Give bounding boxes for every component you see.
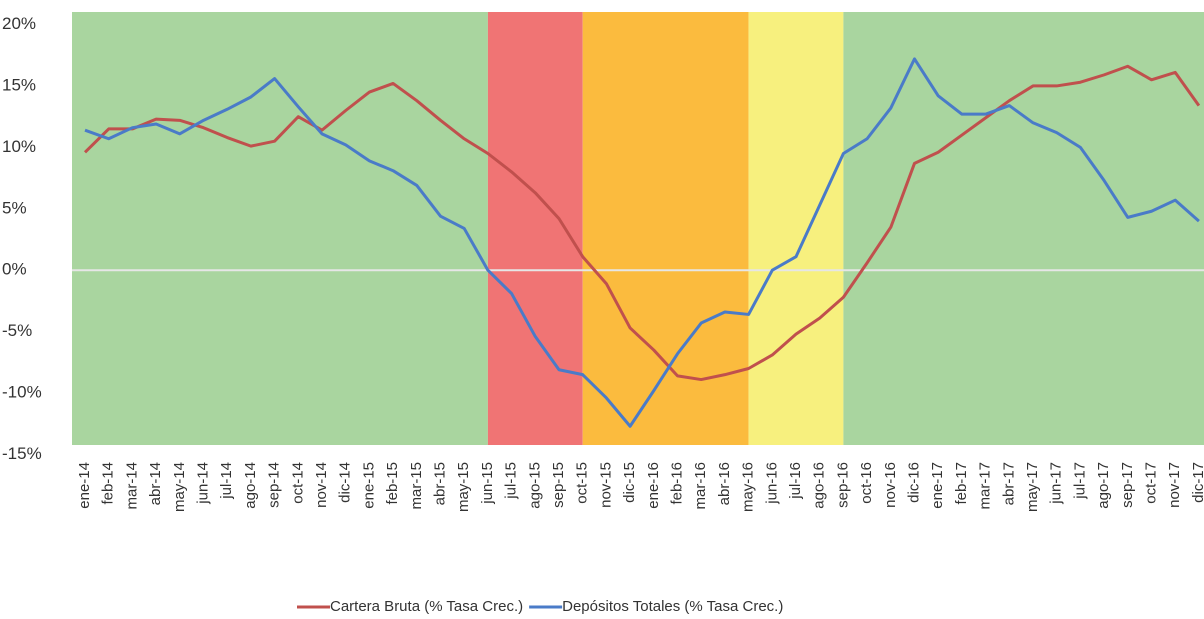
x-tick-label: dic-17 xyxy=(1190,462,1204,503)
x-tick-label: abr-16 xyxy=(716,462,733,505)
background-band xyxy=(72,12,488,445)
y-tick-label: -5% xyxy=(2,321,32,340)
x-tick-label: may-17 xyxy=(1024,462,1041,512)
background-band xyxy=(582,12,749,445)
background-band xyxy=(487,12,583,445)
x-tick-label: nov-14 xyxy=(313,462,330,508)
x-tick-label: jun-17 xyxy=(1048,462,1065,505)
y-tick-label: 20% xyxy=(2,14,36,33)
x-tick-label: jun-16 xyxy=(763,462,780,505)
x-tick-label: jun-15 xyxy=(479,462,496,505)
x-tick-label: feb-14 xyxy=(100,462,117,505)
x-tick-label: oct-15 xyxy=(574,462,591,504)
x-tick-label: jul-15 xyxy=(503,462,520,500)
x-tick-label: mar-15 xyxy=(408,462,425,510)
background-band xyxy=(843,12,1204,445)
x-tick-label: oct-16 xyxy=(858,462,875,504)
x-tick-label: dic-15 xyxy=(621,462,638,503)
x-tick-label: dic-16 xyxy=(905,462,922,503)
x-tick-label: mar-16 xyxy=(692,462,709,510)
x-tick-label: oct-14 xyxy=(289,462,306,504)
y-tick-label: 5% xyxy=(2,198,27,217)
x-tick-label: abr-14 xyxy=(147,462,164,505)
x-tick-label: jul-17 xyxy=(1071,462,1088,500)
y-tick-label: 15% xyxy=(2,75,36,94)
x-tick-label: mar-14 xyxy=(123,462,140,510)
x-tick-label: may-16 xyxy=(740,462,757,512)
x-tick-label: feb-15 xyxy=(384,462,401,505)
x-tick-label: sep-17 xyxy=(1119,462,1136,508)
x-tick-label: jul-16 xyxy=(787,462,804,500)
x-tick-label: nov-17 xyxy=(1166,462,1183,508)
x-tick-label: sep-14 xyxy=(266,462,283,508)
x-tick-label: may-14 xyxy=(171,462,188,512)
x-tick-label: abr-15 xyxy=(431,462,448,505)
series-line xyxy=(84,57,1200,428)
x-tick-label: feb-16 xyxy=(668,462,685,505)
x-tick-label: nov-15 xyxy=(597,462,614,508)
x-tick-label: ene-15 xyxy=(360,462,377,509)
y-tick-label: -10% xyxy=(2,383,42,402)
x-tick-label: ago-17 xyxy=(1095,462,1112,509)
x-tick-label: feb-17 xyxy=(953,462,970,505)
background-band xyxy=(748,12,844,445)
x-tick-label: ago-14 xyxy=(242,462,259,509)
x-tick-label: ago-15 xyxy=(526,462,543,509)
x-tick-label: jun-14 xyxy=(194,462,211,505)
x-tick-label: dic-14 xyxy=(337,462,354,503)
x-tick-label: mar-17 xyxy=(977,462,994,510)
series-line xyxy=(83,64,1201,382)
y-tick-label: -15% xyxy=(2,444,42,463)
y-tick-label: 0% xyxy=(2,260,27,279)
y-tick-label: 10% xyxy=(2,137,36,156)
x-tick-label: nov-16 xyxy=(882,462,899,508)
x-tick-label: sep-16 xyxy=(834,462,851,508)
x-tick-label: jul-14 xyxy=(218,462,235,500)
x-tick-label: abr-17 xyxy=(1000,462,1017,505)
x-tick-label: may-15 xyxy=(455,462,472,512)
x-tick-label: ene-16 xyxy=(645,462,662,509)
x-tick-label: sep-15 xyxy=(550,462,567,508)
legend-label: Cartera Bruta (% Tasa Crec.) xyxy=(330,598,523,615)
legend-label: Depósitos Totales (% Tasa Crec.) xyxy=(562,598,783,615)
x-tick-label: ene-14 xyxy=(76,462,93,509)
x-tick-label: ene-17 xyxy=(929,462,946,509)
x-tick-label: ago-16 xyxy=(811,462,828,509)
x-tick-label: oct-17 xyxy=(1142,462,1159,504)
